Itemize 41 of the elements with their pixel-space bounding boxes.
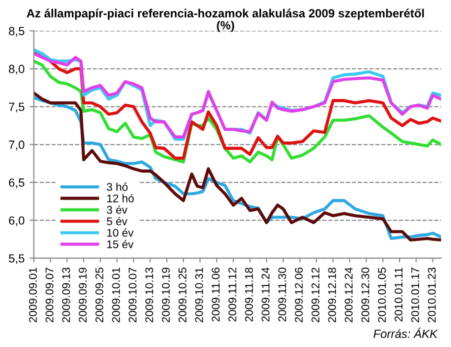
y-tick-label: 6,0	[8, 216, 24, 226]
x-tick-label: 2010.01.05	[378, 268, 386, 322]
x-tick-label: 2009.11.30	[278, 268, 286, 322]
x-tick-label: 2009.12.30	[361, 268, 370, 322]
chart-title: Az állampapír-piaci referencia-hozamok alakulása 2009 szeptemberétől	[26, 8, 424, 20]
y-tick-label: 5,5	[8, 254, 24, 264]
legend-label: 12 hó	[107, 194, 134, 202]
x-tick-label: 2009.10.25	[178, 268, 186, 322]
x-tick-label: 2009.10.01	[112, 268, 120, 322]
x-tick-label: 2009.10.13	[145, 268, 154, 322]
y-tick-label: 7,0	[8, 140, 24, 150]
x-tick-label: 2009.09.25	[95, 268, 104, 322]
legend-label: 3 hó	[106, 182, 128, 191]
x-tick-label: 2009.09.13	[62, 268, 70, 322]
y-tick-label: 8,5	[8, 26, 24, 37]
y-tick-label: 8,0	[8, 64, 24, 75]
x-tick-label: 2010.01.11	[394, 268, 403, 322]
legend-label: 3 év	[106, 205, 128, 214]
x-tick-label: 2010.01.23	[428, 268, 436, 322]
x-tick-label: 2009.10.31	[195, 268, 204, 322]
x-tick-label: 2009.09.07	[46, 268, 54, 322]
x-tick-label: 2009.12.06	[294, 268, 303, 322]
x-tick-label: 2009.09.19	[78, 268, 87, 322]
legend-label: 15 év	[107, 240, 134, 248]
text: Forrás: ÁKK	[374, 328, 438, 338]
x-tick-label: 2009.10.07	[128, 268, 137, 322]
x-tick-label: 2009.11.24	[262, 268, 270, 322]
x-tick-label: 2009.12.18	[328, 268, 336, 322]
y-tick-label: 7,5	[8, 102, 24, 112]
legend-label: 10 év	[107, 228, 134, 237]
y-tick-label: 6,5	[8, 178, 24, 188]
x-tick-label: 2009.12.12	[312, 268, 320, 322]
x-tick-label: 2009.11.18	[245, 268, 253, 322]
x-tick-label: 2009.09.01	[28, 268, 37, 322]
x-tick-label: 2009.10.19	[162, 268, 170, 322]
x-tick-label: 2010.01.17	[411, 268, 420, 322]
chart-subtitle: (%)	[216, 20, 234, 32]
legend-label: 5 év	[106, 216, 128, 226]
x-tick-label: 2009.11.12	[228, 268, 236, 322]
x-tick-label: 2009.12.24	[344, 268, 353, 322]
x-tick-label: 2009.11.06	[212, 268, 220, 322]
